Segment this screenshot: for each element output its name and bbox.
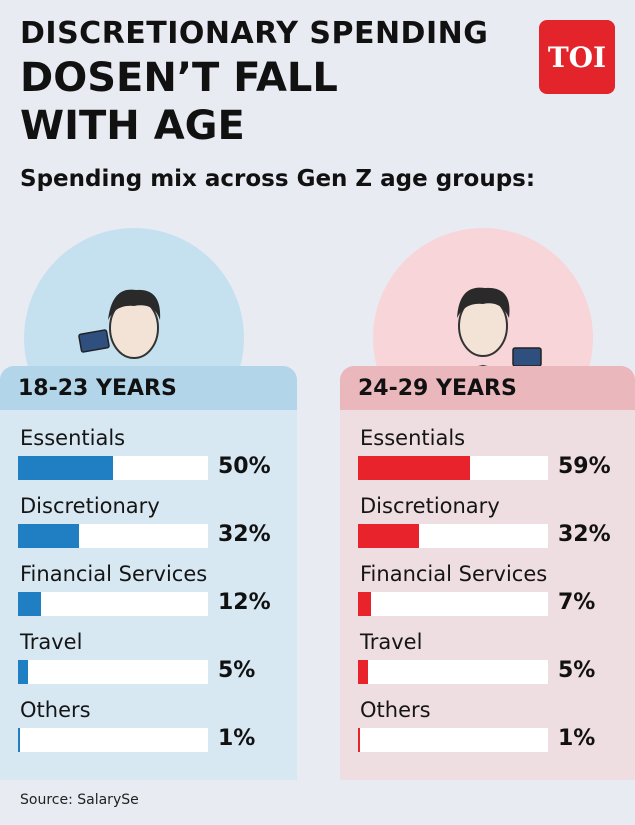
bar-track xyxy=(358,456,548,480)
value-label: 1% xyxy=(218,726,256,751)
category-label: Financial Services xyxy=(20,562,208,586)
bar xyxy=(358,524,419,548)
bar xyxy=(18,456,113,480)
category-label: Essentials xyxy=(360,426,466,450)
bar xyxy=(18,524,79,548)
category-label: Discretionary xyxy=(20,494,160,518)
bar xyxy=(358,456,471,480)
bar-row: Essentials 59% xyxy=(358,426,628,494)
bar xyxy=(18,660,28,684)
bar-row: Financial Services 12% xyxy=(18,562,288,630)
title-line-3: WITH AGE xyxy=(20,103,245,149)
bar-track xyxy=(18,592,208,616)
bar-track xyxy=(358,592,548,616)
bar xyxy=(18,592,41,616)
source-note: Source: SalarySe xyxy=(20,792,139,808)
value-label: 5% xyxy=(558,658,596,683)
subtitle: Spending mix across Gen Z age groups: xyxy=(20,166,536,192)
panel-title: 18-23 YEARS xyxy=(0,366,297,410)
bar-row: Travel 5% xyxy=(18,630,288,698)
bar-row: Discretionary 32% xyxy=(18,494,288,562)
logo-text: TOI xyxy=(547,40,607,74)
bar-row: Financial Services 7% xyxy=(358,562,628,630)
value-label: 32% xyxy=(558,522,611,547)
bar-track xyxy=(358,660,548,684)
title-line-1: DISCRETIONARY SPENDING xyxy=(20,16,489,51)
category-label: Essentials xyxy=(20,426,126,450)
bar-row: Essentials 50% xyxy=(18,426,288,494)
value-label: 1% xyxy=(558,726,596,751)
bar-row: Discretionary 32% xyxy=(358,494,628,562)
value-label: 7% xyxy=(558,590,596,615)
age-18-23-panel: 18-23 YEARS Essentials 50% Discretionary 32… xyxy=(0,366,297,780)
value-label: 5% xyxy=(218,658,256,683)
category-label: Others xyxy=(360,698,431,722)
bar-track xyxy=(18,660,208,684)
value-label: 32% xyxy=(218,522,271,547)
panel-title: 24-29 YEARS xyxy=(340,366,635,410)
category-label: Discretionary xyxy=(360,494,500,518)
value-label: 50% xyxy=(218,454,271,479)
bar-track xyxy=(18,524,208,548)
bar xyxy=(358,592,372,616)
age-24-29-panel: 24-29 YEARS Essentials 59% Discretionary 32… xyxy=(340,366,635,780)
value-label: 59% xyxy=(558,454,611,479)
bar xyxy=(358,660,368,684)
category-label: Travel xyxy=(20,630,83,654)
value-label: 12% xyxy=(218,590,271,615)
title-line-2: DOSEN’T FALL xyxy=(20,55,338,101)
bar-track xyxy=(18,728,208,752)
category-label: Travel xyxy=(360,630,423,654)
toi-logo: TOI xyxy=(539,20,615,94)
bar-row: Travel 5% xyxy=(358,630,628,698)
bar-row: Others 1% xyxy=(18,698,288,766)
bar-track xyxy=(18,456,208,480)
bar-row: Others 1% xyxy=(358,698,628,766)
bar-track xyxy=(358,524,548,548)
category-label: Others xyxy=(20,698,91,722)
category-label: Financial Services xyxy=(360,562,548,586)
bar xyxy=(358,728,360,752)
bar xyxy=(18,728,20,752)
bar-track xyxy=(358,728,548,752)
